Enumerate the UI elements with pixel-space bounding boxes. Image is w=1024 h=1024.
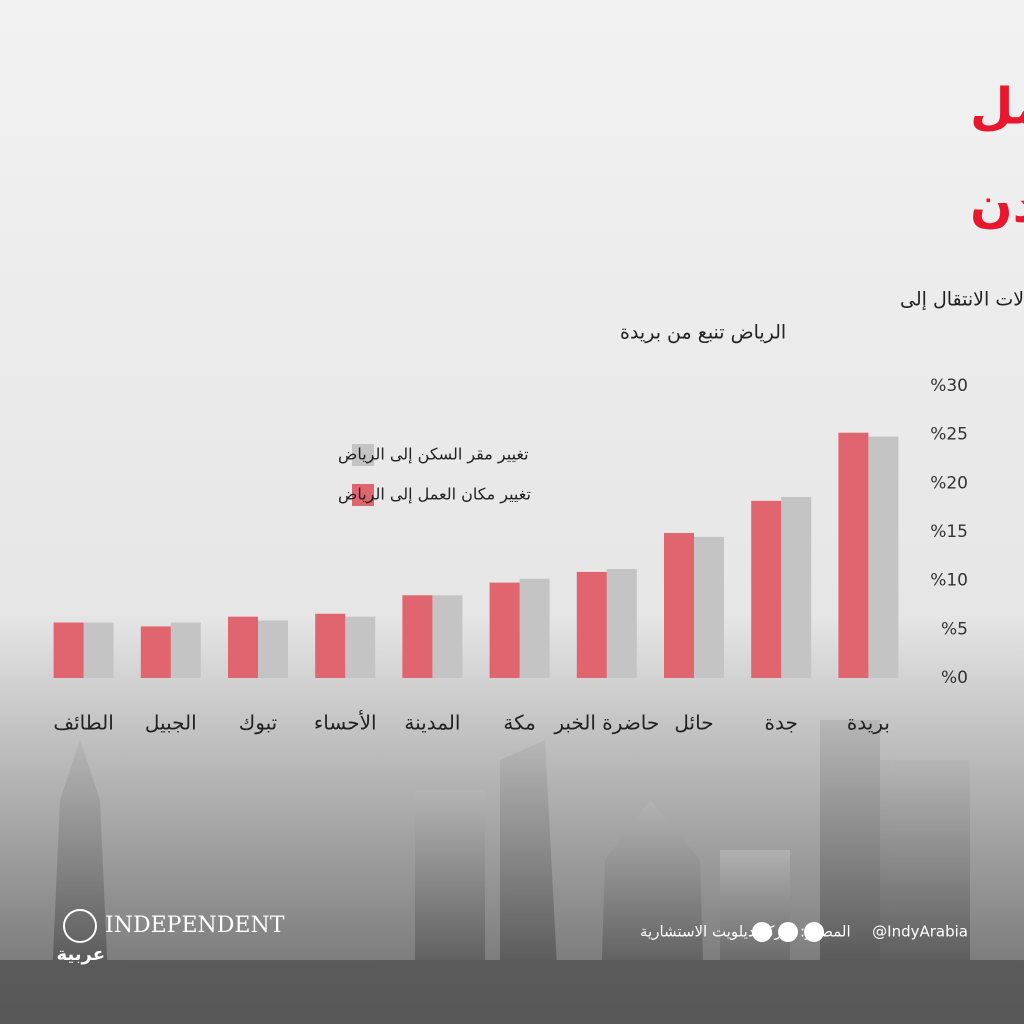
x-tick-label: مكة: [503, 711, 535, 735]
x-tick-label: تبوك: [239, 711, 277, 735]
y-tick-label: %15: [930, 522, 968, 542]
x-tick-label: بريدة: [847, 711, 890, 735]
x-tick-label: جدة: [765, 711, 798, 735]
legend-swatch: [352, 484, 374, 506]
bar: [694, 536, 724, 678]
bar: [576, 571, 607, 678]
bar: [781, 496, 812, 678]
source: المصدر: شركة ديلويت الاستشارية: [640, 923, 851, 941]
bar: [315, 613, 346, 678]
y-tick-label: %20: [930, 473, 968, 493]
x-tick-label: الطائف: [53, 711, 113, 735]
brand-logo: [63, 909, 97, 943]
x-tick-label: حائل: [674, 711, 713, 735]
bar: [664, 532, 694, 678]
bar: [519, 578, 550, 678]
social-icons: [752, 922, 824, 942]
y-tick-label: %10: [930, 571, 968, 591]
subtitle-line: نسب الانتقال إلى الرياض من مختلف المدن: …: [900, 289, 1024, 312]
bar: [606, 568, 637, 678]
bar: [489, 582, 520, 678]
bar: [228, 616, 258, 678]
title-line: إلى الريـاض من مختلـف المـدن: [970, 176, 1024, 235]
legend-swatch: [352, 444, 374, 466]
handle: @IndyArabia: [872, 923, 968, 941]
brand: INDEPENDENT: [105, 913, 285, 938]
bar: [83, 622, 114, 678]
bar: [53, 622, 84, 678]
subtitle-line: الرياض تنبع من بريدة: [620, 322, 786, 344]
x-tick-label: الجبيل: [145, 711, 197, 735]
y-tick-label: %5: [941, 619, 968, 639]
bar: [258, 620, 288, 678]
legend-label: تغيير مقر السكن إلى الرياض: [338, 445, 529, 465]
y-tick-label: %0: [941, 668, 968, 688]
bar: [170, 622, 201, 678]
bar: [838, 432, 869, 678]
bar: [345, 616, 376, 678]
x-tick-label: حاضرة الخبر: [553, 711, 659, 735]
bar: [751, 500, 782, 678]
y-tick-label: %25: [930, 425, 968, 445]
y-tick-label: %30: [930, 376, 968, 396]
bar: [868, 436, 899, 678]
x-tick-label: الأحساء: [314, 711, 377, 735]
legend-label: تغيير مكان العمل إلى الرياض: [338, 485, 531, 505]
brand-sub: عربية: [56, 944, 105, 965]
bar: [140, 626, 171, 678]
bar: [432, 595, 463, 678]
title-line: نقل المســاكن ومواقع العمل: [970, 78, 1024, 137]
bar: [402, 595, 433, 678]
x-tick-label: المدينة: [404, 711, 460, 735]
